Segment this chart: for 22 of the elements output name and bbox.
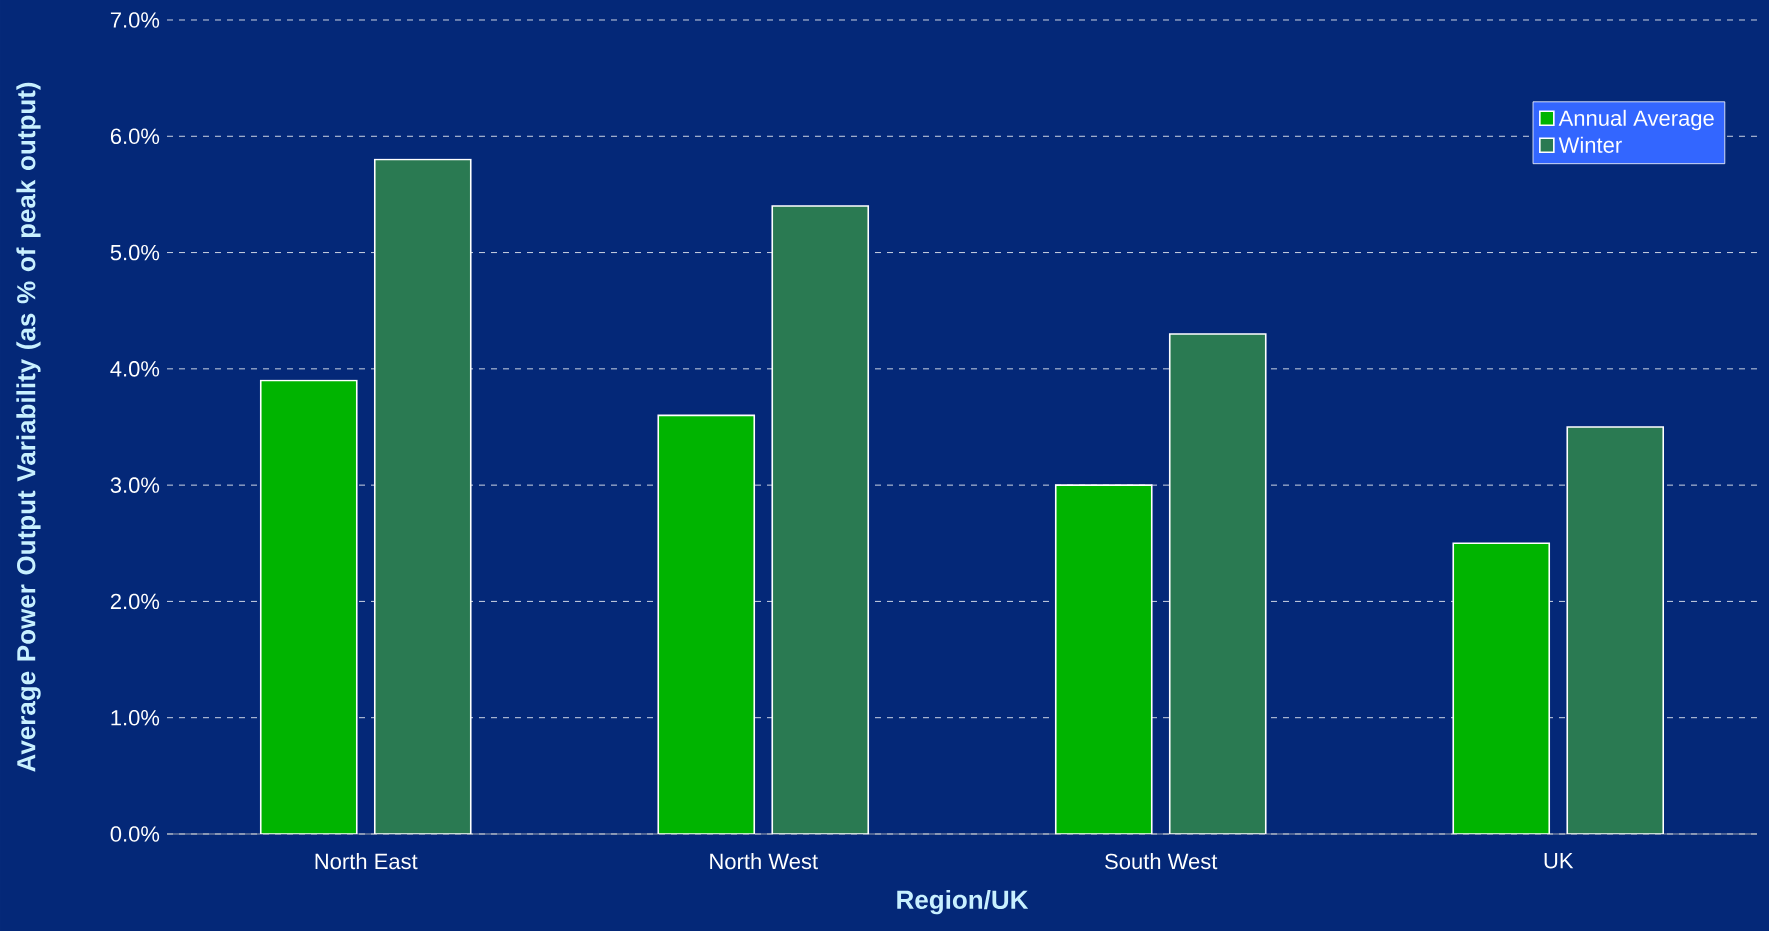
y-tick-label: 6.0% <box>110 128 160 145</box>
legend-label: Winter <box>1558 136 1622 153</box>
x-tick-label: North West <box>710 853 818 870</box>
x-axis-title: Region/UK <box>897 889 1029 915</box>
y-tick-label: 0.0% <box>110 826 160 842</box>
y-tick-label: 5.0% <box>110 244 160 261</box>
bar <box>771 205 870 834</box>
bar <box>1566 426 1665 834</box>
y-tick-label: 1.0% <box>111 709 160 726</box>
x-tick-label: UK <box>1544 853 1574 869</box>
bar <box>657 414 756 834</box>
bar <box>1054 484 1153 834</box>
bar <box>259 379 358 834</box>
x-tick-label: North East <box>315 853 418 870</box>
y-tick-label: 4.0% <box>110 361 160 377</box>
bar <box>1452 542 1551 834</box>
y-tick-label: 7.0% <box>110 12 160 28</box>
legend-label: Annual Average <box>1558 109 1714 131</box>
y-axis-title: Average Power Output Variability (as % of peak output) <box>16 82 41 772</box>
y-tick-label: 2.0% <box>110 593 160 610</box>
x-tick-label: South West <box>1105 853 1218 870</box>
y-tick-label: 3.0% <box>110 477 160 493</box>
